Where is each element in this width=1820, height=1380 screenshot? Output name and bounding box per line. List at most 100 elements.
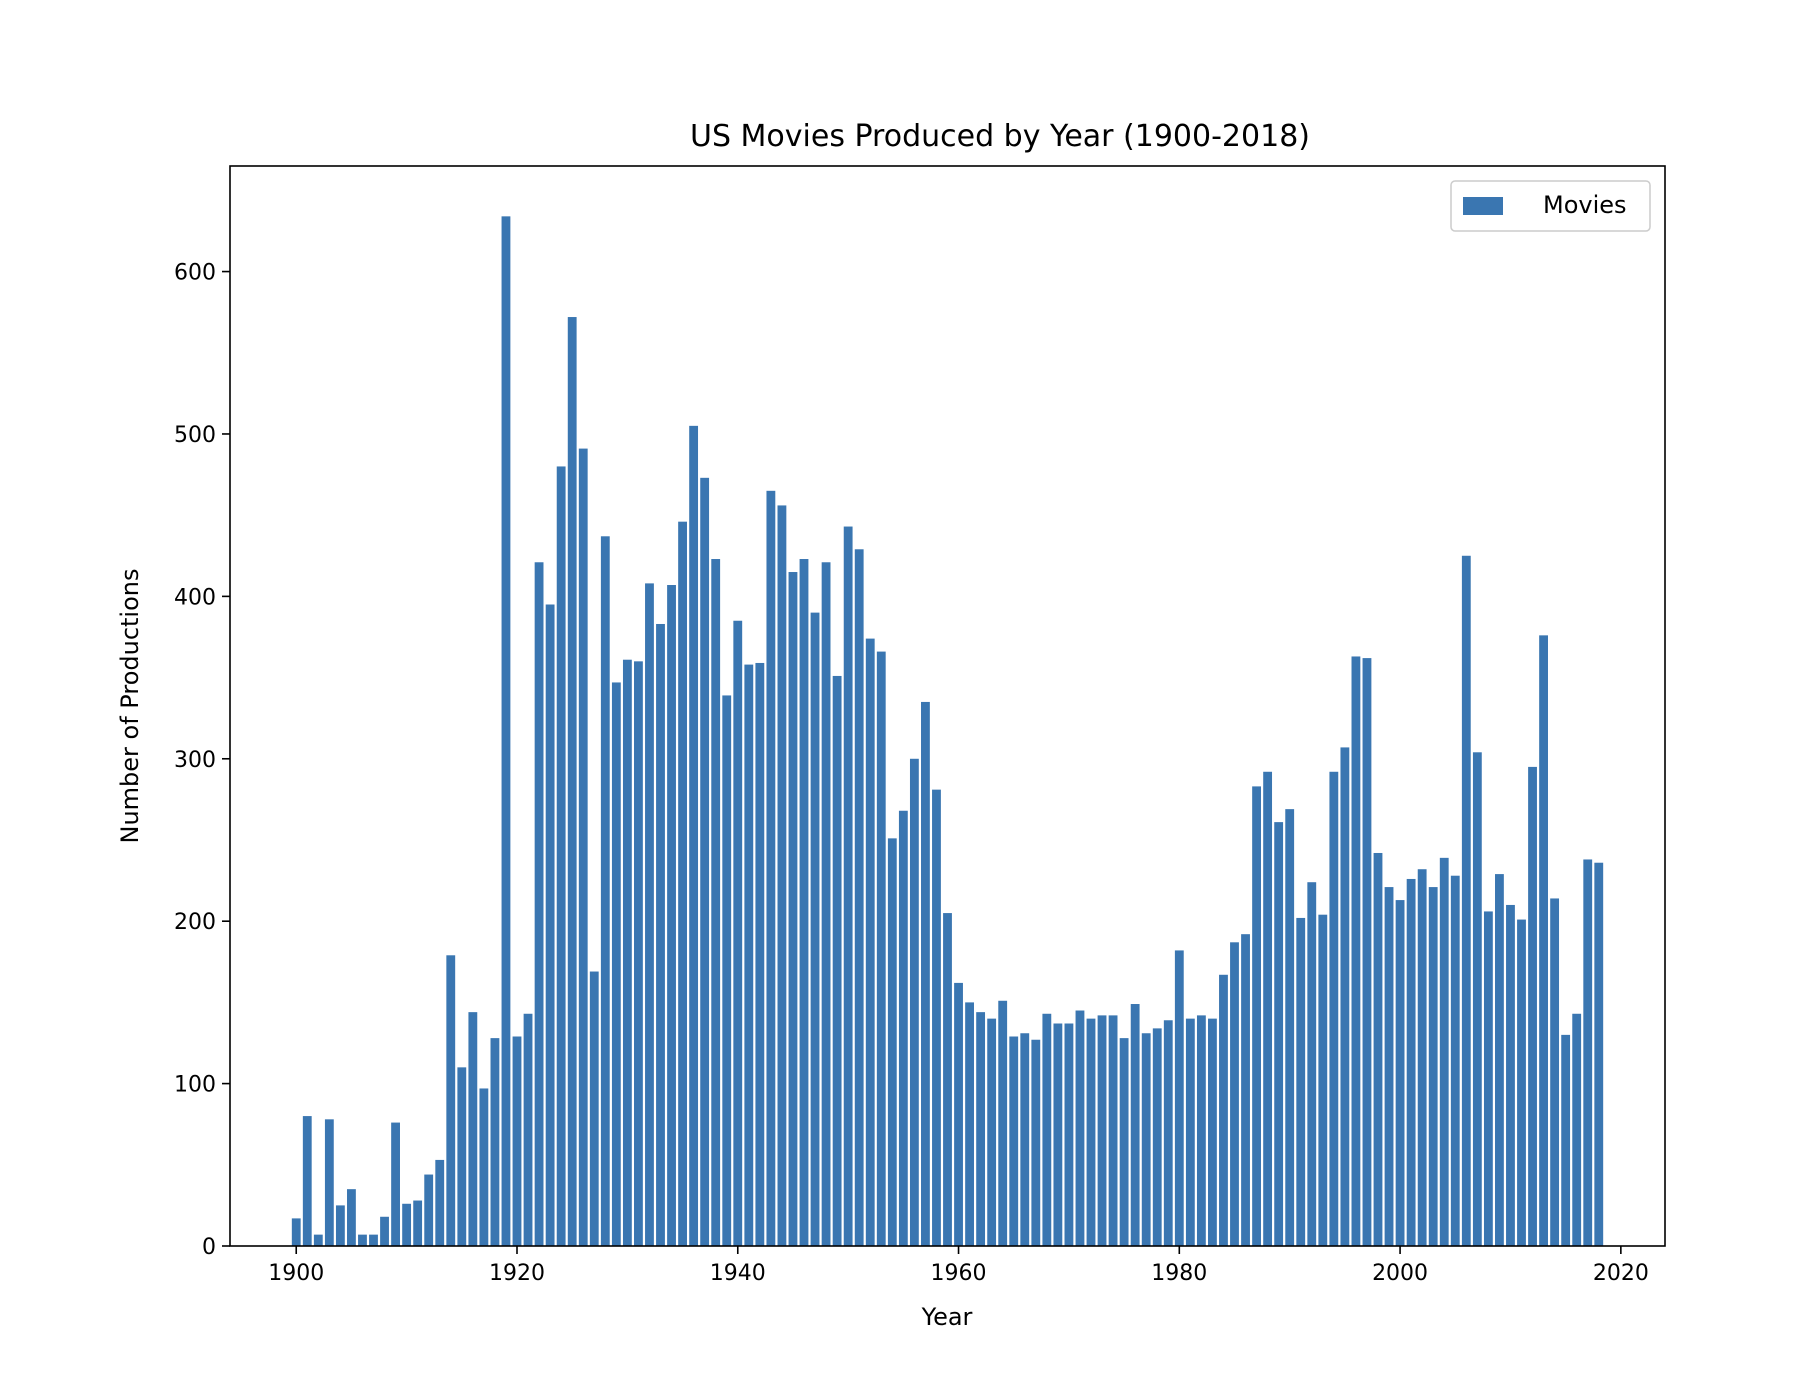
bar-1962	[976, 1012, 986, 1246]
bar-1912	[424, 1174, 434, 1246]
y-tick-label-0: 0	[202, 1235, 216, 1260]
bar-1935	[678, 521, 687, 1246]
bar-2012	[1528, 766, 1537, 1246]
bar-1988	[1263, 771, 1273, 1246]
bar-1918	[490, 1038, 500, 1246]
bar-1964	[998, 1000, 1008, 1246]
bar-1909	[391, 1122, 400, 1246]
bar-2003	[1428, 887, 1438, 1246]
bar-1947	[810, 612, 820, 1246]
bar-1948	[821, 562, 831, 1246]
bar-1929	[611, 682, 621, 1246]
bar-1910	[402, 1203, 412, 1246]
bar-1936	[689, 425, 699, 1247]
bar-1990	[1285, 809, 1295, 1246]
legend-frame	[1450, 180, 1651, 232]
bar-1965	[1009, 1036, 1019, 1246]
bar-1989	[1274, 822, 1284, 1246]
bar-1905	[347, 1189, 356, 1246]
bar-1970	[1064, 1023, 1074, 1246]
bar-1942	[755, 662, 765, 1246]
bar-1978	[1152, 1028, 1162, 1246]
plot-frame	[229, 165, 1666, 1247]
x-tick-label-1900: 1900	[268, 1261, 324, 1286]
y-tick-label-500: 500	[174, 423, 216, 448]
bar-1902	[313, 1234, 323, 1246]
bar-1900	[291, 1218, 301, 1246]
bar-1992	[1307, 882, 1317, 1246]
bar-1919	[501, 216, 511, 1247]
bar-1974	[1108, 1015, 1118, 1246]
bar-1967	[1031, 1039, 1041, 1246]
bar-1904	[335, 1205, 345, 1246]
bar-1901	[302, 1116, 312, 1246]
bar-1994	[1329, 771, 1339, 1246]
legend-entry-movies: Movies	[1543, 191, 1627, 219]
bar-1955	[898, 810, 908, 1246]
bar-1921	[523, 1013, 533, 1246]
bar-1937	[700, 477, 710, 1246]
bars-layer	[291, 216, 1604, 1247]
bar-2006	[1461, 555, 1471, 1246]
bar-1911	[413, 1200, 423, 1246]
bar-1985	[1230, 942, 1239, 1246]
bar-2014	[1550, 898, 1560, 1246]
bar-1928	[600, 536, 610, 1246]
bar-2007	[1472, 752, 1482, 1246]
bar-2013	[1539, 635, 1548, 1246]
bar-1971	[1075, 1010, 1085, 1246]
chart-title: US Movies Produced by Year (1900-2018)	[690, 119, 1310, 154]
bar-2000	[1395, 900, 1405, 1246]
bar-1973	[1097, 1015, 1107, 1246]
legend-swatch	[1463, 197, 1503, 215]
bar-1972	[1086, 1018, 1096, 1246]
bar-1932	[645, 583, 654, 1246]
bar-1960	[954, 982, 963, 1246]
bar-1979	[1163, 1020, 1173, 1246]
bar-1920	[512, 1036, 522, 1246]
bar-1956	[909, 758, 919, 1246]
y-axis: 0 100 200 300 400 500 600	[174, 261, 230, 1260]
y-tick-label-400: 400	[174, 585, 216, 610]
bar-1906	[358, 1234, 367, 1246]
bar-1926	[578, 448, 588, 1247]
bar-1977	[1141, 1033, 1151, 1246]
bar-1980	[1174, 950, 1184, 1246]
y-tick-label-600: 600	[174, 261, 216, 286]
bar-2009	[1495, 874, 1504, 1246]
bar-1915	[457, 1067, 467, 1246]
bar-1943	[766, 490, 776, 1246]
bar-1949	[832, 675, 842, 1246]
bar-1913	[435, 1159, 445, 1246]
bar-2011	[1517, 919, 1526, 1246]
x-tick-label-2000: 2000	[1372, 1261, 1428, 1286]
bar-1951	[854, 549, 864, 1246]
bar-1963	[987, 1018, 997, 1246]
bar-1930	[622, 659, 632, 1246]
bar-2017	[1583, 859, 1593, 1246]
bar-1959	[943, 913, 952, 1246]
bar-1908	[380, 1216, 389, 1246]
bar-1903	[324, 1119, 334, 1246]
bar-1953	[876, 651, 886, 1246]
bar-1986	[1241, 934, 1250, 1246]
bar-1938	[711, 559, 721, 1246]
bar-1981	[1185, 1018, 1195, 1246]
legend: Movies	[1450, 180, 1651, 232]
bar-2015	[1561, 1034, 1571, 1246]
bar-1917	[479, 1088, 489, 1246]
bar-1999	[1384, 887, 1394, 1246]
bar-1968	[1042, 1013, 1052, 1246]
bar-1961	[965, 1002, 974, 1246]
y-tick-label-100: 100	[174, 1073, 216, 1098]
bar-1927	[589, 971, 599, 1246]
x-tick-label-2020: 2020	[1593, 1261, 1649, 1286]
bar-1907	[369, 1234, 378, 1246]
bar-1996	[1351, 656, 1361, 1246]
bar-1944	[777, 505, 787, 1246]
bar-1923	[545, 604, 555, 1246]
bar-1950	[843, 526, 853, 1246]
x-axis: 1900 1920 1940 1960 1980 2000 2020	[268, 1246, 1649, 1286]
bar-1914	[446, 955, 456, 1246]
bar-1997	[1362, 658, 1372, 1246]
